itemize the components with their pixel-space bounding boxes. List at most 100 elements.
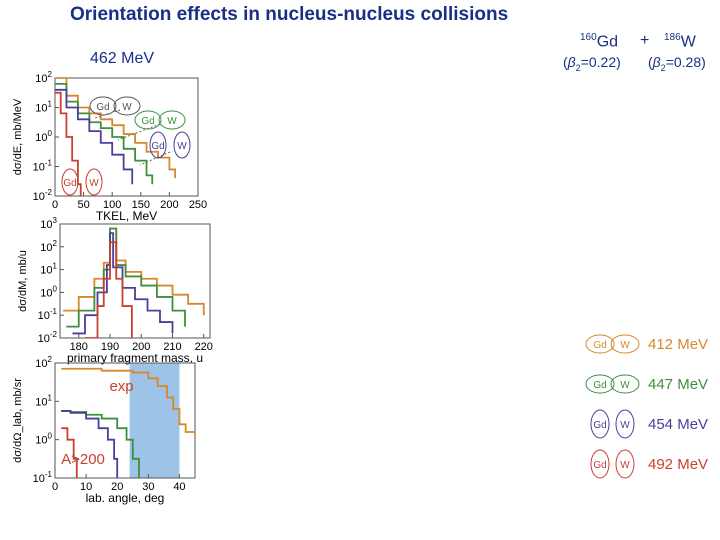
y-tick-label: 100 xyxy=(35,432,52,447)
legend-w-label: W xyxy=(620,460,630,471)
x-tick-label: 10 xyxy=(80,481,92,493)
series-line-3 xyxy=(61,410,119,478)
beta-gd-paren: ( xyxy=(563,54,568,70)
w-mass: 186 xyxy=(664,32,681,43)
legend-label: 447 MeV xyxy=(648,376,708,393)
y-tick-label: 100 xyxy=(35,129,52,144)
x-axis-label: lab. angle, deg xyxy=(86,491,165,505)
series-line-4 xyxy=(55,91,82,196)
leader-line xyxy=(139,151,171,166)
legend-w-label: W xyxy=(620,420,630,431)
legend-entry-2: Gd W 447 MeV xyxy=(585,374,708,394)
legend-gd-label: Gd xyxy=(593,460,606,471)
y-tick-label: 10-1 xyxy=(33,470,53,485)
x-tick-label: 180 xyxy=(70,341,88,353)
gd-nucleus-icon xyxy=(585,334,615,354)
y-tick-label: 101 xyxy=(35,100,52,115)
beta-w-symbol: β xyxy=(652,54,661,70)
y-tick-label: 10-1 xyxy=(38,307,58,322)
w-nucleus-icon xyxy=(158,110,186,130)
gd-label: Gd xyxy=(151,141,164,152)
legend-gd-label: Gd xyxy=(593,380,606,391)
y-tick-label: 103 xyxy=(40,216,57,231)
x-tick-label: 150 xyxy=(132,199,150,211)
x-tick-label: 0 xyxy=(52,199,58,211)
x-tick-label: 200 xyxy=(132,341,150,353)
series-line-1 xyxy=(61,367,195,436)
w-label: W xyxy=(122,102,132,113)
gd-symbol: Gd xyxy=(596,33,619,51)
series-line-3 xyxy=(55,88,134,185)
legend-gd-label: Gd xyxy=(593,420,606,431)
beta-gd-value: =0.22) xyxy=(580,54,621,70)
exp-band xyxy=(129,363,180,478)
leader-line xyxy=(117,123,161,141)
x-tick-label: 100 xyxy=(103,199,121,211)
series-line-4 xyxy=(85,241,133,338)
x-tick-label: 40 xyxy=(173,481,185,493)
x-tick-label: 250 xyxy=(189,199,207,211)
plot-frame xyxy=(59,223,211,339)
series-line-1 xyxy=(63,227,205,316)
nucleus-pair-icon-2: Gd W xyxy=(134,110,186,130)
gd-label: Gd xyxy=(141,116,154,127)
x-axis-label: primary fragment mass, u xyxy=(67,351,203,365)
gd-label: Gd xyxy=(63,178,76,189)
gd-nucleus-icon xyxy=(61,168,79,196)
x-tick-label: 20 xyxy=(111,481,123,493)
gd-nucleus-icon xyxy=(590,449,610,479)
w-nucleus-icon xyxy=(173,131,191,159)
energy-label: 462 MeV xyxy=(90,50,155,67)
x-tick-label: 200 xyxy=(160,199,178,211)
x-axis-label: TKEL, MeV xyxy=(96,209,157,223)
y-tick-label: 102 xyxy=(35,70,52,85)
legend-entry-3: Gd W 454 MeV xyxy=(590,409,708,439)
w-symbol: W xyxy=(680,33,696,51)
legend-entry-1: Gd W 412 MeV xyxy=(585,334,708,354)
x-tick-label: 0 xyxy=(52,481,58,493)
beta-gd: (β2=0.22) xyxy=(563,54,621,73)
y-tick-label: 100 xyxy=(40,284,57,299)
y-tick-label: 10-1 xyxy=(33,159,53,174)
slide-title: Orientation effects in nucleus-nucleus c… xyxy=(70,4,509,25)
x-tick-label: 210 xyxy=(163,341,181,353)
w-nucleus-icon xyxy=(610,334,640,354)
w-label: W xyxy=(167,116,177,127)
legend-label: 454 MeV xyxy=(648,416,708,433)
w-label: W xyxy=(177,141,187,152)
beta-w-value: =0.28) xyxy=(665,54,706,70)
beta-w-paren: ( xyxy=(648,54,653,70)
w-nucleus-icon xyxy=(85,168,103,196)
y-axis-label: dσ/dE, mb/MeV xyxy=(12,98,24,175)
y-axis-label: dσ/dM, mb/u xyxy=(17,250,29,312)
legend-w-label: W xyxy=(620,380,630,391)
beta-gd-sub: 2 xyxy=(575,62,581,73)
x-tick-label: 50 xyxy=(77,199,89,211)
nucleus-pair-icon-1: Gd W xyxy=(89,96,141,116)
y-tick-label: 101 xyxy=(35,393,52,408)
exp-annotation: exp xyxy=(109,378,133,395)
reaction-gd: 160Gd xyxy=(580,32,618,51)
w-nucleus-icon xyxy=(113,96,141,116)
nucleus-pair-icon-3: Gd W xyxy=(149,131,191,159)
gd-nucleus-icon xyxy=(585,374,615,394)
beta-w: (β2=0.28) xyxy=(648,54,706,73)
nucleus-pair-icon-4: Gd W xyxy=(61,168,103,196)
gd-nucleus-icon xyxy=(149,131,167,159)
series-line-4 xyxy=(61,427,78,478)
plot-frame xyxy=(54,362,196,479)
y-axis-label: dσ/dΩ_lab, mb/sr xyxy=(12,378,24,463)
x-tick-label: 30 xyxy=(142,481,154,493)
gd-mass: 160 xyxy=(580,32,597,43)
gd-nucleus-icon xyxy=(590,409,610,439)
y-tick-label: 102 xyxy=(35,355,52,370)
legend-gd-label: Gd xyxy=(593,340,606,351)
series-line-2 xyxy=(66,227,186,328)
y-tick-label: 10-2 xyxy=(38,330,58,345)
y-tick-label: 10-2 xyxy=(33,188,53,203)
legend-entry-4: Gd W 492 MeV xyxy=(590,449,708,479)
reaction-w: 186W xyxy=(664,32,696,51)
legend-label: 492 MeV xyxy=(648,456,708,473)
w-nucleus-icon xyxy=(610,374,640,394)
